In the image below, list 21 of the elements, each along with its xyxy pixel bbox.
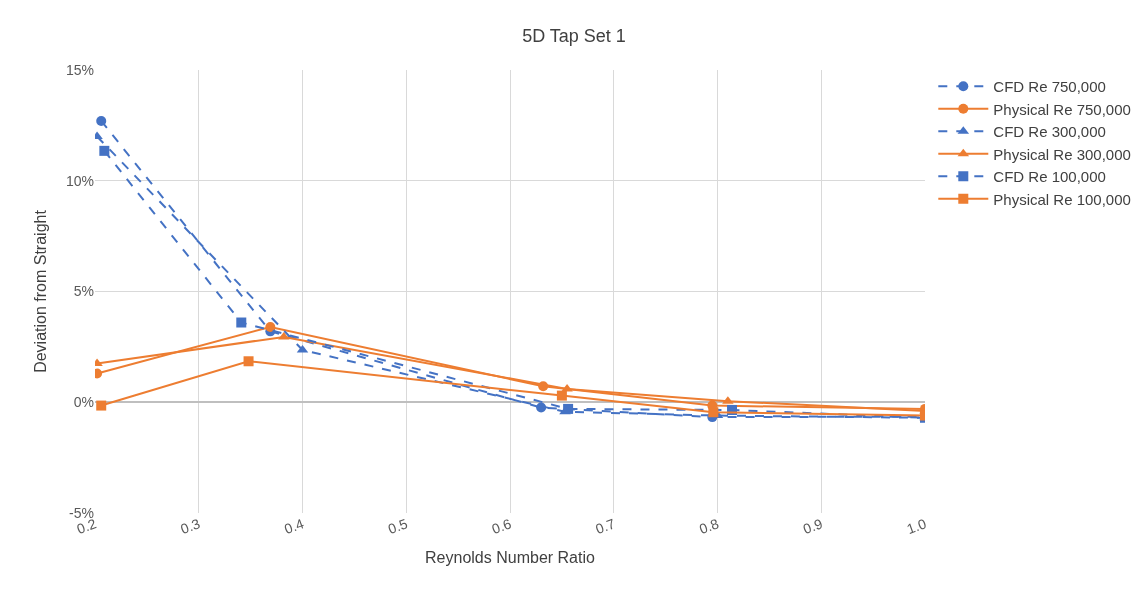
- legend-label: Physical Re 300,000: [993, 145, 1131, 163]
- x-tick-label: 1.0: [904, 515, 929, 538]
- y-tick-label: 10%: [65, 172, 94, 189]
- x-tick-label: 0.3: [178, 515, 203, 538]
- x-tick-label: 0.5: [385, 515, 410, 538]
- x-tick-label: 0.6: [489, 515, 514, 538]
- legend-label: CFD Re 100,000: [993, 168, 1106, 186]
- legend-label: CFD Re 750,000: [993, 78, 1106, 96]
- x-tick-label: 0.9: [800, 515, 825, 538]
- y-tick-label: 5%: [73, 283, 94, 300]
- x-axis-title: Reynolds Number Ratio: [425, 548, 596, 566]
- x-tick-label: 0.4: [282, 515, 307, 538]
- x-tick-label: 0.7: [593, 515, 618, 538]
- legend-label: Physical Re 750,000: [993, 100, 1131, 118]
- y-tick-label: 0%: [73, 394, 94, 411]
- x-tick-label: 0.8: [697, 515, 722, 538]
- chart-title: 5D Tap Set 1: [522, 26, 626, 47]
- legend-label: CFD Re 300,000: [993, 123, 1106, 141]
- y-tick-label: 15%: [65, 61, 94, 78]
- legend-label: Physical Re 100,000: [993, 190, 1131, 208]
- y-axis-title: Deviation from Straight: [31, 209, 49, 373]
